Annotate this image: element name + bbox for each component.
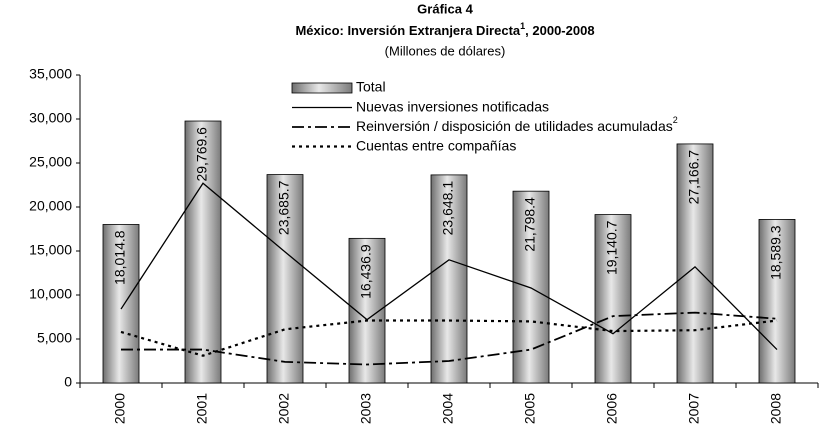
bar	[430, 174, 468, 384]
x-tick-label: 2002	[276, 393, 292, 424]
legend-name: Reinversión / disposición de utilidades …	[356, 118, 673, 134]
bar	[676, 143, 714, 384]
x-tick-label: 2003	[358, 393, 374, 424]
y-tick-label: 35,000	[29, 66, 72, 82]
bar	[184, 120, 222, 384]
legend-label: Nuevas inversiones notificadas	[356, 98, 549, 114]
x-tick-label: 2005	[522, 393, 538, 424]
x-tick-label: 2007	[686, 393, 702, 424]
y-tick-label: 0	[64, 374, 72, 390]
y-tick-label: 5,000	[37, 330, 72, 346]
x-tick-label: 2001	[194, 393, 210, 424]
line-series	[120, 319, 778, 357]
line-series	[121, 311, 778, 366]
subtitle-text: México: Inversión Extranjera Directa	[295, 23, 520, 38]
y-tick-label: 15,000	[29, 242, 72, 258]
chart-units: (Millones de dólares)	[385, 43, 506, 58]
x-tick-label: 2006	[604, 393, 620, 424]
x-tick-label: 2000	[112, 393, 128, 424]
legend-note: 2	[673, 115, 678, 125]
legend-label: Total	[356, 79, 386, 95]
data-label: 18,589.3	[768, 225, 784, 280]
y-tick-label: 20,000	[29, 198, 72, 214]
data-label: 18,014.8	[112, 230, 128, 285]
legend-name: Nuevas inversiones notificadas	[356, 98, 549, 114]
data-label: 23,685.7	[276, 180, 292, 235]
bar	[758, 219, 796, 384]
chart-title: Gráfica 4	[417, 1, 473, 16]
legend-name: Cuentas entre compañías	[356, 137, 516, 153]
line-series	[120, 182, 778, 351]
data-label: 29,769.6	[194, 127, 210, 182]
bar	[594, 214, 632, 384]
legend-label: Cuentas entre compañías	[356, 137, 516, 153]
data-label: 27,166.7	[686, 150, 702, 205]
bar	[102, 224, 140, 384]
y-tick-label: 30,000	[29, 110, 72, 126]
data-label: 16,436.9	[358, 244, 374, 299]
x-tick-label: 2008	[768, 393, 784, 424]
bar	[266, 174, 304, 384]
chart-subtitle: México: Inversión Extranjera Directa1, 2…	[295, 21, 594, 38]
legend-label: Reinversión / disposición de utilidades …	[356, 115, 678, 133]
subtitle-end: , 2000-2008	[525, 23, 594, 38]
legend-swatch	[291, 82, 353, 94]
subtitle-note: 1	[520, 21, 525, 31]
data-label: 21,798.4	[522, 197, 538, 252]
x-tick-label: 2004	[440, 393, 456, 424]
y-tick-label: 10,000	[29, 286, 72, 302]
data-label: 19,140.7	[604, 220, 620, 275]
data-label: 23,648.1	[440, 181, 456, 236]
y-tick-label: 25,000	[29, 154, 72, 170]
